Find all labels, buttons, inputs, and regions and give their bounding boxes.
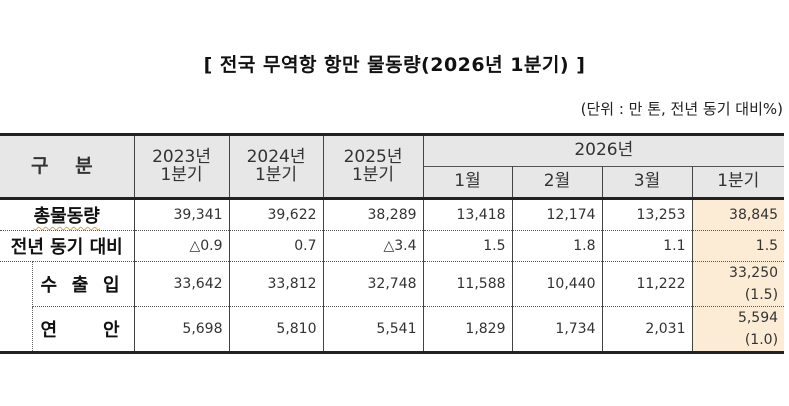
header-2026-q1: 1분기 [691,166,785,200]
header-jan: 1월 [422,166,513,200]
table-row-yoy: 전년 동기 대비 △0.9 0.7 △3.4 1.5 1.8 1.1 1.5 [0,230,785,262]
cell-highlight: 1.5 [691,230,785,262]
cell: 38,289 [322,198,424,231]
cell: 10,440 [511,261,603,307]
cell: 5,698 [133,306,230,354]
cell-highlight: 38,845 [691,198,785,231]
table-row-coastal: 연 안 5,698 5,810 5,541 1,829 1,734 2,031 … [0,306,785,354]
header-2026: 2026년 [422,133,785,167]
cell-highlight: 5,594 (1.0) [691,306,785,354]
cell: 39,622 [228,198,324,231]
q1-change: (1.0) [744,332,779,348]
header-period: 1분기 [351,164,395,185]
cell: 39,341 [133,198,230,231]
cell-highlight: 33,250 (1.5) [691,261,785,307]
cargo-volume-table: 구 분 2023년 1분기 2024년 1분기 2025년 1분기 2026년 … [0,133,785,354]
cell: 2,031 [601,306,693,354]
cell: 1.5 [422,230,513,262]
header-year: 2025년 [343,146,403,167]
row-label: 총물동량 [0,198,135,231]
row-label-text: 총물동량 [33,206,100,227]
cell: 32,748 [322,261,424,307]
cell: 1,829 [422,306,513,354]
label-char: 수 [40,275,64,296]
cell: 1.8 [511,230,603,262]
label-char: 출 [71,275,95,296]
header-year: 2024년 [246,146,306,167]
header-2023-q1: 2023년 1분기 [133,133,230,200]
cell: 1,734 [511,306,603,354]
header-2024-q1: 2024년 1분기 [228,133,324,200]
header-period: 1분기 [160,164,203,185]
cell: 1.1 [601,230,693,262]
label-char: 안 [102,320,126,341]
cell: 11,222 [601,261,693,307]
cell: 33,812 [228,261,324,307]
cell: △3.4 [322,230,424,262]
cell: 33,642 [133,261,230,307]
header-row-1: 구 분 2023년 1분기 2024년 1분기 2025년 1분기 2026년 [0,133,785,200]
header-2025-q1: 2025년 1분기 [322,133,424,200]
header-category: 구 분 [0,133,135,200]
cell: 13,418 [422,198,513,231]
header-mar: 3월 [601,166,693,200]
cell: 5,810 [228,306,324,354]
cell: 5,541 [322,306,424,354]
indent-spacer [0,261,33,307]
label-char: 연 [40,320,64,341]
table-row-total: 총물동량 39,341 39,622 38,289 13,418 12,174 … [0,198,785,231]
table-title: [ 전국 무역항 항만 물동량(2026년 1분기) ] [203,54,586,76]
row-label: 연 안 [32,306,135,354]
unit-note: (단위 : 만 톤, 전년 동기 대비%) [580,100,783,118]
row-label: 수 출 입 [32,261,135,307]
q1-value: 5,594 [737,310,779,326]
q1-value: 33,250 [729,265,779,281]
cell: △0.9 [133,230,230,262]
table-row-import-export: 수 출 입 33,642 33,812 32,748 11,588 10,440… [0,261,785,307]
indent-spacer [0,306,33,354]
header-period: 1분기 [254,164,298,185]
cell: 13,253 [601,198,693,231]
cell: 12,174 [511,198,603,231]
header-row-2: 1월 2월 3월 1분기 [0,166,785,200]
row-label: 전년 동기 대비 [0,230,135,262]
label-char: 입 [102,275,126,296]
header-year: 2023년 [152,146,211,167]
cell: 11,588 [422,261,513,307]
header-feb: 2월 [511,166,603,200]
q1-change: (1.5) [744,287,779,303]
cell: 0.7 [228,230,324,262]
